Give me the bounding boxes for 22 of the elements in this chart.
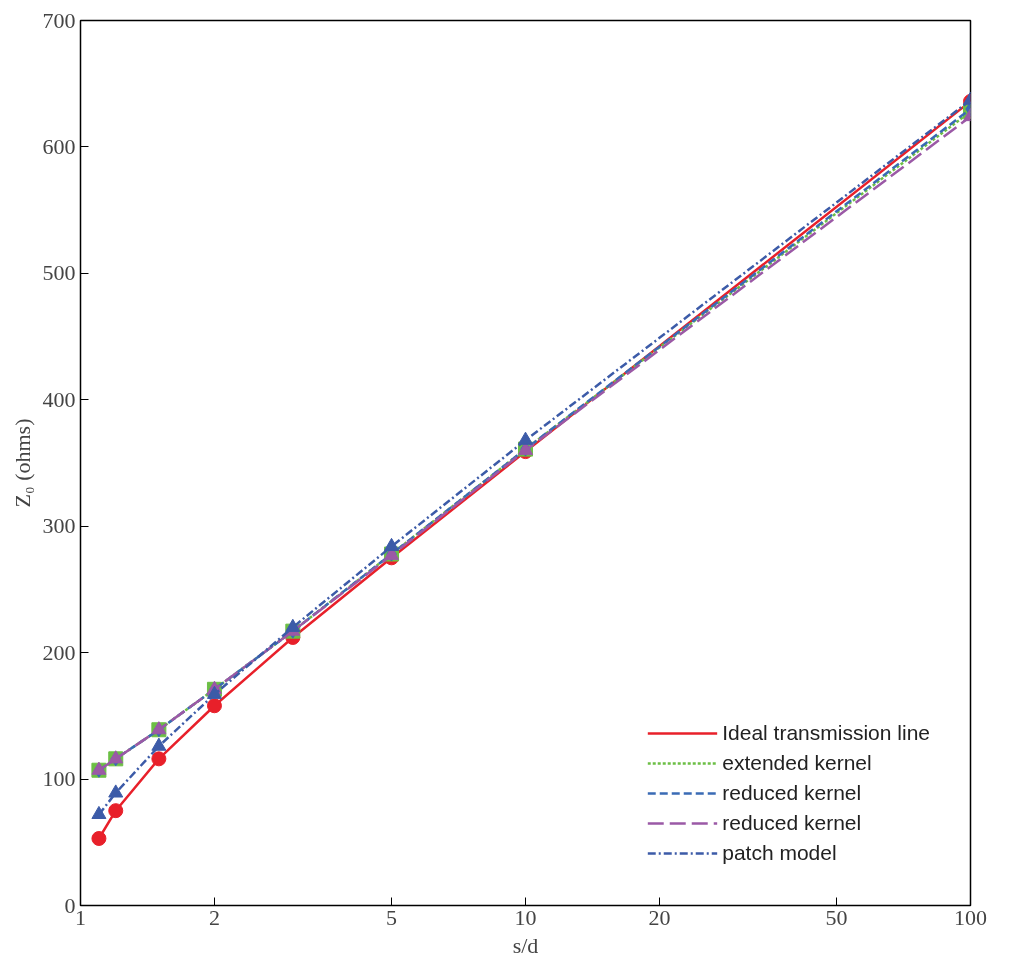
x-tick-label: 100 xyxy=(954,904,987,930)
y-tick-label: 300 xyxy=(42,513,76,539)
x-tick-label: 10 xyxy=(514,904,537,930)
x-tick-label: 1 xyxy=(75,904,86,930)
x-tick-label: 50 xyxy=(825,904,848,930)
legend-label: extended kernel xyxy=(722,751,872,775)
legend-label: patch model xyxy=(722,841,837,865)
x-tick-label: 2 xyxy=(208,904,220,930)
y-tick-label: 400 xyxy=(42,386,76,412)
x-tick-label: 5 xyxy=(386,904,398,930)
legend-label: reduced kernel xyxy=(722,811,862,835)
y-tick-label: 100 xyxy=(42,766,76,792)
x-axis-title: s/d xyxy=(512,932,539,958)
y-axis-title: Z₀ (ohms) xyxy=(9,418,35,508)
legend-label: reduced kernel xyxy=(722,781,862,805)
y-tick-label: 200 xyxy=(42,639,76,665)
y-tick-label: 700 xyxy=(42,7,76,33)
legend-label: Ideal transmission line xyxy=(722,721,930,745)
y-tick-label: 0 xyxy=(64,892,76,918)
y-tick-label: 600 xyxy=(42,133,76,159)
x-tick-label: 20 xyxy=(648,904,671,930)
y-tick-label: 500 xyxy=(42,260,76,286)
